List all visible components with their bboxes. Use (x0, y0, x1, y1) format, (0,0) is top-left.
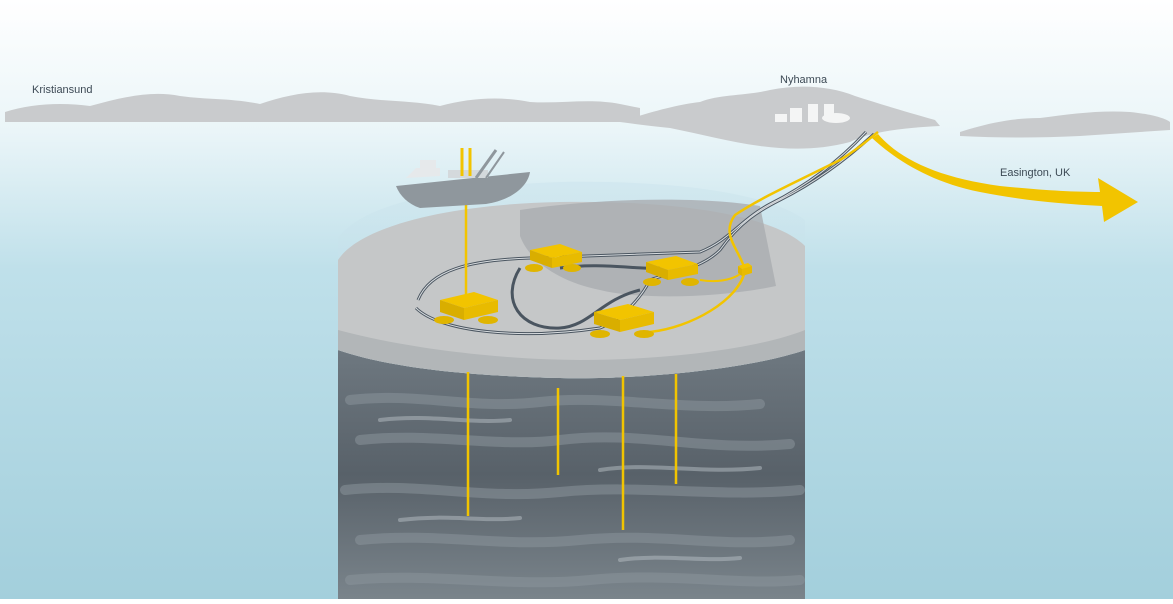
rock-strata-light (378, 416, 762, 562)
template-south (590, 304, 654, 338)
coastline-left (5, 92, 640, 122)
subsea-template-icon (434, 244, 752, 338)
export-pipeline (649, 131, 879, 334)
nyhamna-label: Nyhamna (780, 74, 828, 86)
template-west (434, 292, 498, 324)
control-hub (738, 263, 752, 276)
island-far-right (960, 111, 1170, 138)
template-north (525, 244, 582, 272)
easington-label: Easington, UK (1000, 167, 1071, 179)
seabed-raised-ridge (520, 199, 776, 297)
nyhamna-terminal (775, 104, 850, 123)
kristiansund-label: Kristiansund (32, 84, 93, 96)
export-arrow-icon (872, 134, 1138, 222)
template-east (643, 256, 699, 286)
reservoir-rock-block (338, 350, 805, 599)
ship-icon (396, 148, 530, 208)
production-wells (466, 372, 678, 530)
rock-strata (340, 392, 805, 588)
seabed-front-edge (338, 330, 805, 379)
